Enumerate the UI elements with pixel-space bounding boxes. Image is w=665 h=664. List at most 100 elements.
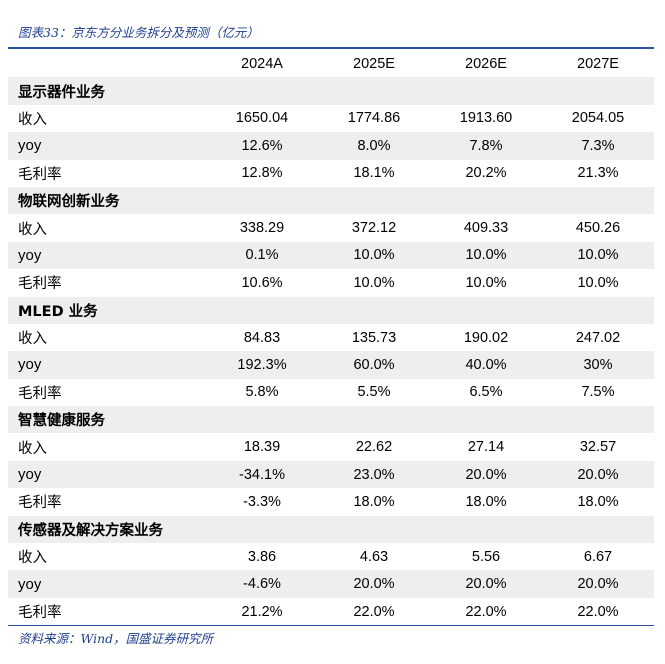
value-cell: 10.0%: [465, 274, 507, 291]
value-cell: 4.63: [359, 548, 389, 565]
table-row: 毛利率 12.8% 18.1% 20.2% 21.3%: [8, 160, 654, 187]
table-row: yoy -4.6% 20.0% 20.0% 20.0%: [8, 570, 654, 598]
value-cell: 338.29: [239, 220, 285, 237]
value-cell: 22.0%: [353, 603, 395, 620]
value-cell: 8.0%: [318, 132, 430, 160]
table-row: yoy -34.1% 23.0% 20.0% 20.0%: [8, 460, 654, 489]
forecast-table: 2024A 2025E 2026E 2027E 显示器件业务收入 1650.04 1…: [8, 50, 654, 625]
section-name: MLED 业务: [8, 296, 654, 324]
value-cell: 18.0%: [465, 493, 507, 510]
row-label: 毛利率: [18, 605, 62, 621]
value-cell: 20.0%: [542, 460, 654, 489]
section-header-row: 传感器及解决方案业务: [8, 515, 654, 544]
value-cell: 6.67: [583, 548, 613, 565]
table-row: 收入 84.83 135.73 190.02 247.02: [8, 324, 654, 351]
value-cell: 10.0%: [577, 274, 619, 291]
value-cell: 32.57: [579, 439, 617, 456]
bottom-rule: [8, 625, 654, 626]
value-cell: 10.0%: [542, 241, 654, 270]
value-cell: 18.1%: [353, 165, 395, 182]
value-cell: 135.73: [351, 329, 397, 346]
table-row: yoy 0.1% 10.0% 10.0% 10.0%: [8, 241, 654, 270]
value-cell: -34.1%: [206, 460, 318, 489]
value-cell: 1774.86: [347, 110, 401, 127]
value-cell: 20.0%: [430, 460, 542, 489]
top-rule: [8, 47, 654, 49]
table-header-row: 2024A 2025E 2026E 2027E: [8, 50, 654, 77]
row-label: yoy: [8, 570, 206, 598]
table-row: 毛利率 21.2% 22.0% 22.0% 22.0%: [8, 598, 654, 625]
value-cell: 12.8%: [241, 165, 283, 182]
section-name: 物联网创新业务: [8, 186, 654, 215]
value-cell: 21.3%: [577, 165, 619, 182]
value-cell: 1650.04: [235, 110, 289, 127]
value-cell: 84.83: [243, 329, 281, 346]
value-cell: 192.3%: [206, 351, 318, 379]
value-cell: 5.8%: [245, 384, 279, 401]
value-cell: 21.2%: [241, 603, 283, 620]
value-cell: 23.0%: [318, 460, 430, 489]
value-cell: 20.0%: [430, 570, 542, 598]
value-cell: 10.6%: [241, 274, 283, 291]
row-label: 毛利率: [18, 495, 62, 512]
value-cell: 20.2%: [465, 165, 507, 182]
table-row: 毛利率 5.8% 5.5% 6.5% 7.5%: [8, 379, 654, 406]
row-label: 收入: [18, 331, 47, 348]
value-cell: 0.1%: [206, 241, 318, 270]
row-label: 收入: [18, 550, 47, 567]
value-cell: 20.0%: [318, 570, 430, 598]
value-cell: 18.39: [243, 439, 281, 456]
table-row: 收入 18.39 22.62 27.14 32.57: [8, 433, 654, 460]
value-cell: 372.12: [351, 220, 397, 237]
col-header: 2026E: [465, 55, 507, 72]
value-cell: 22.0%: [465, 603, 507, 620]
value-cell: -4.6%: [206, 570, 318, 598]
value-cell: 409.33: [463, 220, 509, 237]
row-label: yoy: [8, 241, 206, 270]
value-cell: 22.62: [355, 439, 393, 456]
value-cell: 5.5%: [357, 384, 391, 401]
table-row: 收入 3.86 4.63 5.56 6.67: [8, 543, 654, 570]
value-cell: 10.0%: [318, 241, 430, 270]
value-cell: 18.0%: [577, 493, 619, 510]
value-cell: 20.0%: [542, 570, 654, 598]
value-cell: 5.56: [471, 548, 501, 565]
table-row: 收入 338.29 372.12 409.33 450.26: [8, 214, 654, 241]
col-header: 2024A: [241, 55, 283, 72]
value-cell: 3.86: [247, 548, 277, 565]
row-label: 毛利率: [18, 385, 62, 402]
value-cell: 60.0%: [318, 351, 430, 379]
value-cell: 190.02: [463, 329, 509, 346]
table-row: 收入 1650.04 1774.86 1913.60 2054.05: [8, 105, 654, 132]
value-cell: 18.0%: [353, 493, 395, 510]
row-label: 毛利率: [18, 276, 62, 293]
row-label: 收入: [18, 111, 47, 128]
table-row: yoy 192.3% 60.0% 40.0% 30%: [8, 351, 654, 379]
value-cell: 7.3%: [542, 132, 654, 160]
value-cell: 7.8%: [430, 132, 542, 160]
row-label: 收入: [18, 440, 47, 457]
section-header-row: MLED 业务: [8, 296, 654, 324]
value-cell: 30%: [542, 351, 654, 379]
col-header: 2025E: [353, 55, 395, 72]
value-cell: 6.5%: [469, 384, 503, 401]
section-header-row: 显示器件业务: [8, 77, 654, 105]
table-row: 毛利率 -3.3% 18.0% 18.0% 18.0%: [8, 488, 654, 515]
section-header-row: 智慧健康服务: [8, 406, 654, 434]
value-cell: 247.02: [575, 329, 621, 346]
row-label: yoy: [8, 351, 206, 379]
table-body: 显示器件业务 收入 1650.04 1774.86 1913.60 2054.05 yoy 1…: [8, 77, 654, 625]
value-cell: 22.0%: [577, 603, 619, 620]
table-row: 毛利率 10.6% 10.0% 10.0% 10.0%: [8, 269, 654, 296]
row-label: yoy: [8, 460, 206, 489]
section-name: 显示器件业务: [8, 77, 654, 105]
value-cell: 1913.60: [459, 110, 513, 127]
header-blank: [8, 50, 206, 77]
col-header: 2027E: [577, 55, 619, 72]
value-cell: 2054.05: [571, 110, 625, 127]
value-cell: 40.0%: [430, 351, 542, 379]
value-cell: 10.0%: [430, 241, 542, 270]
section-name: 传感器及解决方案业务: [8, 515, 654, 544]
value-cell: 12.6%: [206, 132, 318, 160]
value-cell: 450.26: [575, 220, 621, 237]
